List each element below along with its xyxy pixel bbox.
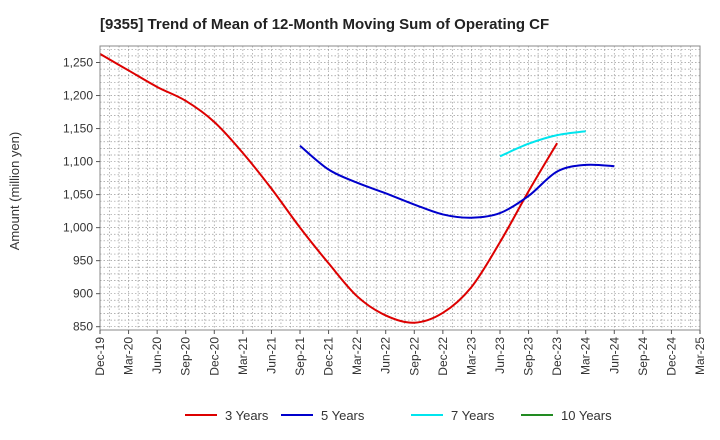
x-tick-label: Jun-23 [493,337,507,374]
x-tick-label: Jun-22 [379,337,393,374]
x-tick-label: Sep-20 [179,337,193,376]
y-tick-label: 1,150 [63,122,93,136]
legend-label-7-years: 7 Years [451,408,495,423]
x-tick-label: Jun-24 [607,337,621,374]
axis-ticks: 850 900 950 1,000 1,050 1,100 1,150 1,200 1,250 D… [63,56,707,376]
x-tick-label: Dec-21 [322,337,336,376]
y-tick-label: 1,200 [63,89,93,103]
plot-frame [99,45,701,331]
x-tick-label: Dec-22 [436,337,450,376]
y-tick-label: 850 [73,320,93,334]
x-tick-label: Mar-25 [693,337,707,375]
x-tick-label: Jun-20 [150,337,164,374]
y-tick-label: 1,050 [63,188,93,202]
legend-label-3-years: 3 Years [225,408,269,423]
x-tick-label: Dec-20 [207,337,221,376]
x-tick-label: Sep-23 [522,337,536,376]
x-tick-label: Dec-23 [550,337,564,376]
x-tick-label: Mar-24 [579,337,593,375]
x-tick-label: Sep-21 [293,337,307,376]
y-tick-label: 1,000 [63,221,93,235]
grid [99,46,701,330]
x-tick-label: Sep-22 [407,337,421,376]
y-tick-label: 900 [73,287,93,301]
series-line-3-years [99,53,559,324]
x-tick-label: Dec-19 [93,337,107,376]
x-tick-label: Mar-22 [350,337,364,375]
series-line-5-years [299,144,615,219]
x-tick-label: Mar-23 [464,337,478,375]
y-tick-label: 1,250 [63,56,93,70]
chart-title: [9355] Trend of Mean of 12-Month Moving … [100,16,549,33]
legend-label-10-years: 10 Years [561,408,612,423]
legend-label-5-years: 5 Years [321,408,365,423]
y-tick-label: 1,100 [63,155,93,169]
x-tick-label: Dec-24 [664,337,678,376]
x-tick-label: Jun-21 [264,337,278,374]
series-lines [99,53,615,324]
legend: 3 Years 5 Years 7 Years 10 Years [185,408,612,423]
x-tick-label: Mar-21 [236,337,250,375]
series-line-7-years [499,130,586,158]
x-tick-label: Sep-24 [636,337,650,376]
y-tick-label: 950 [73,254,93,268]
x-tick-label: Mar-20 [122,337,136,375]
y-axis-label: Amount (million yen) [7,132,22,251]
